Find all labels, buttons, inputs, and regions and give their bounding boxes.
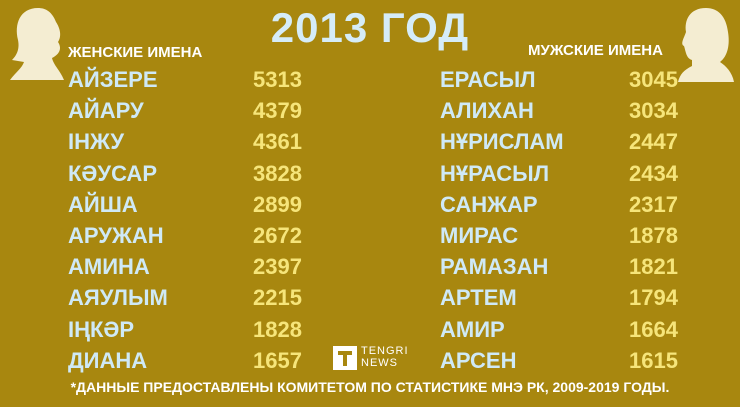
count: 2215 xyxy=(253,285,302,311)
count: 2434 xyxy=(629,160,678,186)
count: 4361 xyxy=(253,129,302,155)
name: АЛИХАН xyxy=(440,98,534,124)
girls-header: ЖЕНСКИЕ ИМЕНА xyxy=(68,44,203,61)
title: 2013 ГОД xyxy=(270,4,470,51)
count: 1794 xyxy=(629,285,678,311)
count: 1878 xyxy=(629,223,678,248)
name: КӘУСАР xyxy=(68,160,157,186)
name: АЙША xyxy=(68,191,138,217)
count: 3045 xyxy=(629,67,678,92)
logo-text: TENGRI xyxy=(361,345,409,357)
boy-silhouette xyxy=(678,8,734,82)
footnote: *ДАННЫЕ ПРЕДОСТАВЛЕНЫ КОМИТЕТОМ ПО СТАТИ… xyxy=(70,379,670,395)
name: АРТЕМ xyxy=(440,285,517,311)
name: ЕРАСЫЛ xyxy=(440,67,536,92)
name: НҰРАСЫЛ xyxy=(440,160,550,186)
name: АРСЕН xyxy=(440,347,517,373)
logo-text: NEWS xyxy=(361,357,398,369)
count: 1615 xyxy=(629,347,678,373)
girl-silhouette xyxy=(10,8,64,80)
count: 3034 xyxy=(629,98,678,124)
name: АМИНА xyxy=(68,254,150,280)
name: АЙЗЕРЕ xyxy=(68,67,158,92)
name: АЙАРУ xyxy=(68,98,144,124)
name: АМИР xyxy=(440,316,505,342)
count: 2899 xyxy=(253,191,302,217)
count: 1657 xyxy=(253,347,302,373)
count: 1821 xyxy=(629,254,678,280)
name: ІҢКӘР xyxy=(68,316,135,342)
name: МИРАС xyxy=(440,223,519,248)
count: 1828 xyxy=(253,316,302,342)
count: 4379 xyxy=(253,98,302,124)
name: НҰРИСЛАМ xyxy=(440,129,564,155)
count: 2672 xyxy=(253,223,302,248)
name: АРУЖАН xyxy=(68,223,164,248)
count: 2317 xyxy=(629,191,678,217)
count: 5313 xyxy=(253,67,302,92)
name: ІНЖУ xyxy=(68,129,125,155)
name: САНЖАР xyxy=(440,191,538,217)
count: 1664 xyxy=(629,316,678,342)
count: 3828 xyxy=(253,160,302,186)
logo-icon xyxy=(333,346,357,370)
count: 2447 xyxy=(629,129,678,155)
name: ДИАНА xyxy=(68,347,148,373)
count: 2397 xyxy=(253,254,302,280)
name: РАМАЗАН xyxy=(440,254,549,280)
boys-header: МУЖСКИЕ ИМЕНА xyxy=(528,42,663,59)
name: АЯУЛЫМ xyxy=(68,285,168,311)
